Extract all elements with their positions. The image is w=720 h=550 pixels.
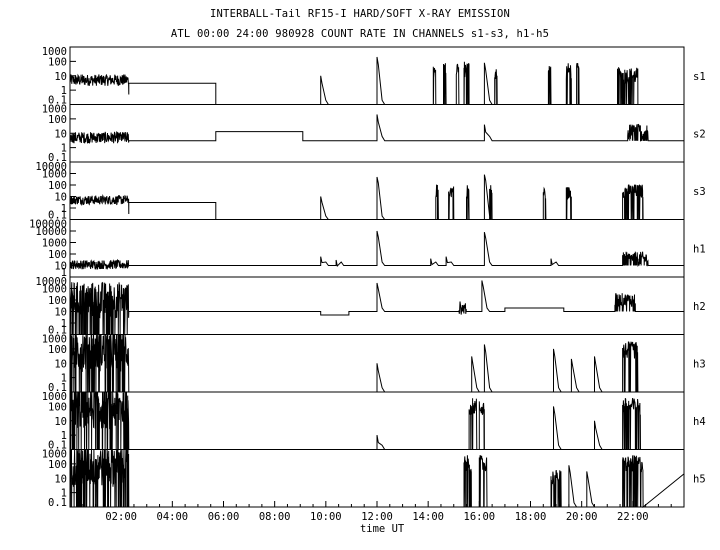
x-tick-label: 08:00 [259, 511, 291, 523]
channel-label-h4: h4 [693, 416, 706, 428]
x-tick-label: 20:00 [566, 511, 598, 523]
y-tick-label: 1 [61, 318, 67, 330]
y-tick-label: 10 [54, 307, 67, 319]
y-tick-label: 1 [61, 85, 67, 97]
y-tick-label: 1000 [42, 284, 67, 296]
y-tick-label: 1 [61, 430, 67, 442]
y-tick-label: 1 [61, 143, 67, 155]
y-tick-label: 0.1 [48, 382, 67, 394]
y-tick-label: 100 [48, 114, 67, 126]
y-tick-label: 10 [54, 416, 67, 428]
series-trace-h4 [69, 391, 684, 450]
channel-label-h3: h3 [693, 358, 706, 370]
y-tick-label: 100 [48, 249, 67, 261]
y-tick-label: 1000 [42, 449, 67, 461]
y-tick-label: 10 [54, 128, 67, 140]
x-tick-label: 22:00 [617, 511, 649, 523]
panel-frame-h5 [69, 449, 685, 508]
series-trace-h5 [69, 449, 685, 509]
channel-label-h2: h2 [693, 301, 706, 313]
y-tick-label: 1 [61, 203, 67, 215]
x-tick-label: 16:00 [464, 511, 496, 523]
x-tick-label: 04:00 [157, 511, 189, 523]
y-tick-label: 10000 [35, 161, 67, 173]
y-tick-label: 0.1 [48, 440, 67, 452]
y-tick-label: 10 [54, 71, 67, 83]
series-trace-s2 [69, 114, 684, 145]
x-axis-label: time UT [360, 523, 405, 535]
y-tick-label: 1 [61, 488, 67, 500]
y-tick-label: 100 [48, 56, 67, 68]
y-tick-label: 10 [54, 192, 67, 204]
y-tick-label: 100000 [29, 219, 67, 231]
y-tick-label: 1000 [42, 391, 67, 403]
chart-subtitle: ATL 00:00 24:00 980928 COUNT RATE IN CHA… [170, 28, 550, 40]
y-tick-label: 0.1 [48, 497, 67, 509]
y-tick-label: 10 [54, 261, 67, 273]
channel-label-h5: h5 [693, 473, 706, 485]
y-tick-label: 1000 [42, 46, 67, 58]
y-tick-label: 0.1 [48, 95, 67, 107]
channel-label-s2: s2 [693, 128, 706, 140]
y-tick-label: 0.1 [48, 152, 67, 164]
y-tick-label: 100 [48, 180, 67, 192]
y-tick-label: 1 [61, 267, 67, 279]
y-tick-label: 100 [48, 401, 67, 413]
y-tick-label: 1000 [42, 169, 67, 181]
y-tick-label: 100 [48, 459, 67, 471]
series-trace-s3 [69, 174, 684, 220]
x-tick-label: 06:00 [208, 511, 240, 523]
channel-label-s1: s1 [693, 71, 706, 83]
series-trace-s1 [69, 56, 684, 105]
y-tick-label: 1 [61, 373, 67, 385]
x-tick-label: 18:00 [515, 511, 547, 523]
channel-label-s3: s3 [693, 186, 706, 198]
y-tick-label: 0.1 [48, 325, 67, 337]
series-trace-h2 [69, 280, 684, 335]
channel-label-h1: h1 [693, 243, 706, 255]
series-trace-h3 [69, 333, 684, 393]
chart-title: INTERBALL-Tail RF15-I HARD/SOFT X-RAY EM… [210, 8, 510, 20]
x-tick-label: 02:00 [105, 511, 137, 523]
y-tick-label: 100 [48, 295, 67, 307]
x-tick-label: 14:00 [412, 511, 444, 523]
y-tick-label: 1000 [42, 334, 67, 346]
y-tick-label: 0.1 [48, 210, 67, 222]
y-tick-label: 10 [54, 473, 67, 485]
y-tick-label: 10000 [35, 276, 67, 288]
x-tick-label: 10:00 [310, 511, 342, 523]
y-tick-label: 10000 [35, 226, 67, 238]
y-tick-label: 100 [48, 344, 67, 356]
y-tick-label: 1000 [42, 238, 67, 250]
y-tick-label: 10 [54, 358, 67, 370]
y-tick-label: 1000 [42, 104, 67, 116]
x-tick-label: 12:00 [361, 511, 393, 523]
series-trace-h1 [69, 230, 684, 270]
